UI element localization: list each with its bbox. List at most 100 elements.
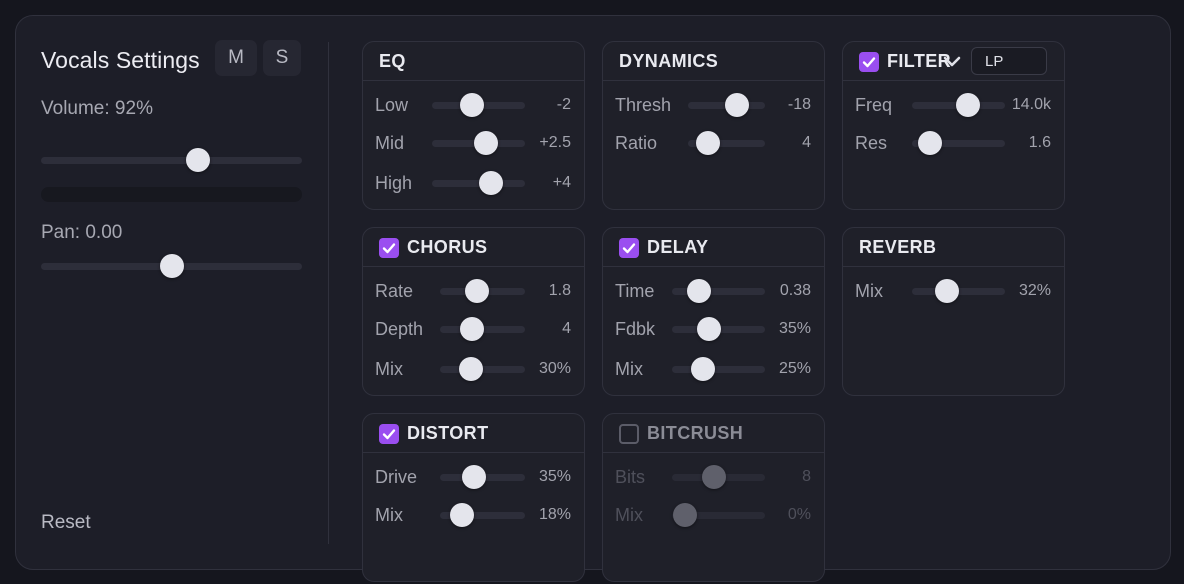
param-label: Fdbk bbox=[615, 319, 656, 339]
bitcrush-module: BITCRUSH Bits 8 Mix 0% bbox=[602, 413, 825, 582]
param-value: 8 bbox=[802, 468, 811, 485]
param-label: Mid bbox=[375, 133, 405, 153]
bitcrush-enable-checkbox[interactable] bbox=[619, 424, 639, 444]
param-slider-track[interactable] bbox=[672, 357, 765, 381]
filter-param-res: Res 1.6 bbox=[843, 131, 1064, 155]
distort-param-mix: Mix 18% bbox=[363, 503, 584, 527]
param-slider-thumb[interactable] bbox=[917, 131, 942, 155]
param-value: 4 bbox=[802, 134, 811, 151]
param-label: Rate bbox=[375, 281, 414, 301]
param-value: 35% bbox=[778, 320, 811, 337]
param-slider-track[interactable] bbox=[688, 93, 765, 117]
param-slider-thumb[interactable] bbox=[478, 171, 503, 195]
param-slider-thumb[interactable] bbox=[686, 279, 711, 303]
param-slider-thumb[interactable] bbox=[458, 357, 483, 381]
param-slider-thumb[interactable] bbox=[459, 93, 484, 117]
param-slider-track[interactable] bbox=[440, 317, 525, 341]
volume-slider-thumb[interactable] bbox=[185, 148, 210, 172]
bitcrush-title: BITCRUSH bbox=[647, 423, 744, 443]
chorus-enable-checkbox[interactable] bbox=[379, 238, 399, 258]
param-slider-track[interactable] bbox=[688, 131, 765, 155]
solo-button[interactable]: S bbox=[263, 40, 301, 76]
param-value: 14.0k bbox=[1011, 96, 1051, 113]
param-slider-thumb[interactable] bbox=[697, 317, 722, 341]
param-value: 25% bbox=[778, 360, 811, 377]
volume-slider-track[interactable] bbox=[41, 148, 302, 172]
param-value: +4 bbox=[552, 174, 571, 191]
param-label: Mix bbox=[615, 359, 643, 379]
param-label: Thresh bbox=[615, 95, 672, 115]
param-slider-thumb[interactable] bbox=[955, 93, 980, 117]
filter-enable-checkbox[interactable] bbox=[859, 52, 879, 72]
eq-module: EQ Low -2 Mid +2.5 High +4 bbox=[362, 41, 585, 210]
dynamics-module: DYNAMICS Thresh -18 Ratio 4 bbox=[602, 41, 825, 210]
distort-module: DISTORT Drive 35% Mix 18% bbox=[362, 413, 585, 582]
param-label: Bits bbox=[615, 467, 646, 487]
eq-title: EQ bbox=[379, 51, 406, 71]
param-slider-track[interactable] bbox=[440, 279, 525, 303]
chorus-param-depth: Depth 4 bbox=[363, 317, 584, 341]
volume-label: Volume: 92% bbox=[41, 98, 153, 119]
pan-slider-track[interactable] bbox=[41, 254, 302, 278]
chorus-title: CHORUS bbox=[407, 237, 488, 257]
param-slider-thumb[interactable] bbox=[696, 131, 721, 155]
param-slider-track[interactable] bbox=[432, 93, 525, 117]
param-slider-track[interactable] bbox=[432, 131, 525, 155]
filter-type-select[interactable]: LP bbox=[943, 47, 1047, 75]
eq-param-low: Low -2 bbox=[363, 93, 584, 117]
param-slider-track[interactable] bbox=[672, 317, 765, 341]
param-label: Freq bbox=[855, 95, 893, 115]
mute-button[interactable]: M bbox=[215, 40, 257, 76]
param-value: -18 bbox=[787, 96, 811, 113]
param-slider-thumb[interactable] bbox=[690, 357, 715, 381]
param-slider-thumb[interactable] bbox=[450, 503, 475, 527]
param-slider-track[interactable] bbox=[672, 279, 765, 303]
dynamics-title: DYNAMICS bbox=[619, 51, 719, 71]
track-section: Vocals Settings M S Volume: 92% Pan: 0.0… bbox=[16, 16, 328, 569]
param-label: Mix bbox=[375, 359, 403, 379]
eq-param-high: High +4 bbox=[363, 171, 584, 195]
param-slider-thumb[interactable] bbox=[473, 131, 498, 155]
pan-slider-thumb[interactable] bbox=[159, 254, 184, 278]
param-slider-thumb[interactable] bbox=[460, 317, 485, 341]
eq-param-mid: Mid +2.5 bbox=[363, 131, 584, 155]
delay-header: DELAY bbox=[603, 228, 824, 267]
chorus-header: CHORUS bbox=[363, 228, 584, 267]
filter-title: FILTER bbox=[887, 51, 952, 71]
param-value: 35% bbox=[538, 468, 571, 485]
param-slider-thumb[interactable] bbox=[935, 279, 960, 303]
delay-title: DELAY bbox=[647, 237, 709, 257]
param-value: 30% bbox=[538, 360, 571, 377]
delay-module: DELAY Time 0.38 Fdbk 35% Mix 25% bbox=[602, 227, 825, 396]
distort-title: DISTORT bbox=[407, 423, 489, 443]
param-slider-track[interactable] bbox=[432, 171, 525, 195]
reset-button[interactable]: Reset bbox=[41, 512, 91, 533]
section-divider bbox=[328, 42, 329, 544]
param-value: 1.8 bbox=[548, 282, 571, 299]
param-slider-thumb[interactable] bbox=[464, 279, 489, 303]
param-value: 0.38 bbox=[779, 282, 811, 299]
dynamics-param-thresh: Thresh -18 bbox=[603, 93, 824, 117]
param-slider-track[interactable] bbox=[440, 503, 525, 527]
param-label: Drive bbox=[375, 467, 418, 487]
param-value: 4 bbox=[562, 320, 571, 337]
delay-enable-checkbox[interactable] bbox=[619, 238, 639, 258]
param-slider-thumb[interactable] bbox=[725, 93, 750, 117]
filter-module: FILTER LP Freq 14.0k Res 1.6 bbox=[842, 41, 1065, 210]
bitcrush-param-mix: Mix 0% bbox=[603, 503, 824, 527]
param-label: High bbox=[375, 173, 413, 193]
param-slider-track[interactable] bbox=[440, 357, 525, 381]
param-slider-thumb bbox=[673, 503, 698, 527]
param-slider-track[interactable] bbox=[912, 93, 1005, 117]
dynamics-header: DYNAMICS bbox=[603, 42, 824, 81]
distort-enable-checkbox[interactable] bbox=[379, 424, 399, 444]
pan-label: Pan: 0.00 bbox=[41, 222, 123, 243]
param-slider-track[interactable] bbox=[912, 279, 1005, 303]
chorus-param-mix: Mix 30% bbox=[363, 357, 584, 381]
param-slider-track[interactable] bbox=[440, 465, 525, 489]
reverb-title: REVERB bbox=[859, 237, 937, 257]
distort-param-drive: Drive 35% bbox=[363, 465, 584, 489]
param-slider-track[interactable] bbox=[912, 131, 1005, 155]
distort-header: DISTORT bbox=[363, 414, 584, 453]
param-slider-thumb[interactable] bbox=[462, 465, 486, 489]
